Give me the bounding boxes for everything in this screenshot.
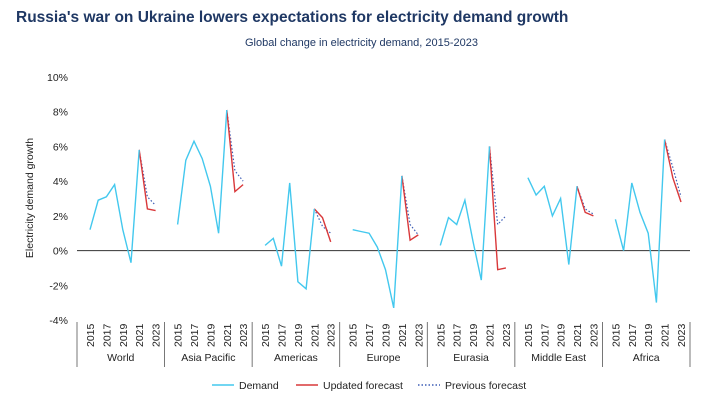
x-tick-label: 2017 bbox=[189, 323, 201, 347]
x-tick-label: 2023 bbox=[676, 323, 688, 347]
x-tick-label: 2019 bbox=[381, 323, 393, 347]
x-tick-label: 2021 bbox=[572, 323, 584, 347]
y-tick-label: 4% bbox=[53, 176, 68, 188]
demand-line bbox=[352, 175, 403, 309]
x-tick-label: 2017 bbox=[452, 323, 464, 347]
updated-forecast-line bbox=[488, 146, 507, 271]
x-tick-label: 2023 bbox=[413, 323, 425, 347]
y-tick-label: 2% bbox=[53, 211, 68, 223]
legend-previous-forecast-label: Previous forecast bbox=[445, 380, 526, 392]
y-tick-label: 6% bbox=[53, 141, 68, 153]
x-tick-label: 2019 bbox=[643, 323, 655, 347]
previous-forecast-line bbox=[138, 149, 157, 206]
x-tick-label: 2015 bbox=[173, 323, 185, 347]
y-tick-label: -2% bbox=[49, 280, 68, 292]
updated-forecast-line bbox=[313, 208, 332, 243]
x-tick-label: 2015 bbox=[85, 323, 97, 347]
x-tick-label: 2015 bbox=[523, 323, 535, 347]
x-tick-label: 2015 bbox=[435, 323, 447, 347]
y-axis-label: Electricity demand growth bbox=[24, 138, 36, 258]
x-tick-label: 2023 bbox=[588, 323, 600, 347]
x-tick-label: 2019 bbox=[556, 323, 568, 347]
demand-line bbox=[264, 182, 315, 291]
demand-line bbox=[176, 109, 228, 234]
region-label: Africa bbox=[633, 352, 660, 364]
region-label: Europe bbox=[367, 352, 401, 364]
previous-forecast-line bbox=[401, 175, 419, 236]
x-tick-label: 2019 bbox=[118, 323, 130, 347]
x-tick-label: 2019 bbox=[293, 323, 305, 347]
x-tick-label: 2015 bbox=[260, 323, 272, 347]
previous-forecast-line bbox=[576, 186, 594, 215]
demand-line bbox=[89, 149, 140, 263]
y-tick-label: 8% bbox=[53, 107, 68, 119]
legend-demand-label: Demand bbox=[239, 380, 279, 392]
x-tick-label: 2021 bbox=[222, 323, 234, 347]
demand-line bbox=[439, 146, 491, 281]
chart-title: Russia's war on Ukraine lowers expectati… bbox=[16, 9, 569, 26]
x-tick-label: 2015 bbox=[610, 323, 622, 347]
previous-forecast-line bbox=[226, 109, 244, 182]
previous-forecast-line bbox=[664, 139, 682, 197]
updated-forecast-line bbox=[576, 186, 594, 217]
x-tick-label: 2017 bbox=[101, 323, 113, 347]
x-tick-label: 2021 bbox=[134, 323, 146, 347]
x-tick-label: 2023 bbox=[501, 323, 513, 347]
region-label: Eurasia bbox=[453, 352, 489, 364]
region-label: Asia Pacific bbox=[181, 352, 235, 364]
region-label: World bbox=[107, 352, 134, 364]
region-label: Middle East bbox=[531, 352, 586, 364]
y-tick-label: 10% bbox=[47, 72, 68, 84]
x-tick-label: 2017 bbox=[364, 323, 376, 347]
x-tick-label: 2017 bbox=[539, 323, 551, 347]
x-tick-label: 2017 bbox=[627, 323, 639, 347]
x-tick-label: 2023 bbox=[326, 323, 338, 347]
region-label: Americas bbox=[274, 352, 318, 364]
demand-line bbox=[614, 139, 666, 303]
x-tick-label: 2023 bbox=[151, 323, 163, 347]
x-tick-label: 2017 bbox=[277, 323, 289, 347]
x-tick-label: 2021 bbox=[484, 323, 496, 347]
previous-forecast-line bbox=[313, 208, 332, 234]
x-tick-label: 2019 bbox=[468, 323, 480, 347]
updated-forecast-line bbox=[226, 109, 244, 194]
x-tick-label: 2021 bbox=[397, 323, 409, 347]
updated-forecast-line bbox=[138, 149, 156, 212]
demand-line bbox=[527, 177, 578, 265]
x-tick-label: 2021 bbox=[660, 323, 672, 347]
x-tick-label: 2021 bbox=[309, 323, 321, 347]
chart-subtitle: Global change in electricity demand, 201… bbox=[245, 37, 478, 49]
updated-forecast-line bbox=[663, 139, 682, 203]
x-tick-label: 2019 bbox=[205, 323, 217, 347]
y-tick-label: 0% bbox=[53, 246, 68, 258]
x-tick-label: 2015 bbox=[348, 323, 360, 347]
y-tick-label: -4% bbox=[49, 315, 68, 327]
legend-updated-forecast-label: Updated forecast bbox=[323, 380, 403, 392]
updated-forecast-line bbox=[401, 175, 419, 242]
x-tick-label: 2023 bbox=[238, 323, 250, 347]
